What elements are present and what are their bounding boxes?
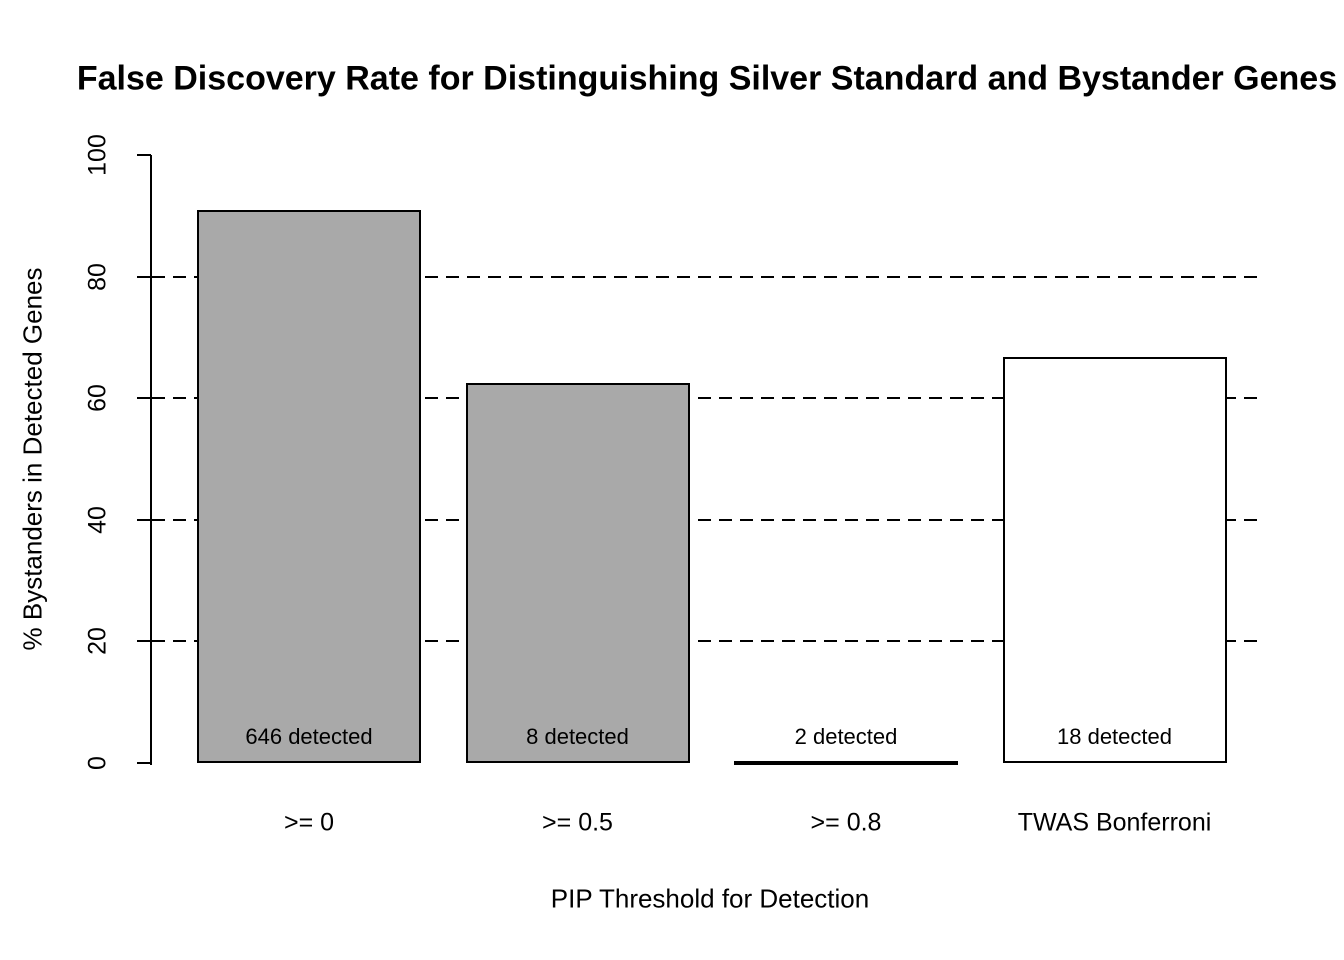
- x-tick-label: >= 0: [283, 808, 335, 837]
- bar: [465, 383, 690, 763]
- gridline: [152, 640, 1263, 643]
- x-tick-label: >= 0.8: [810, 808, 882, 837]
- y-tick: [137, 762, 151, 764]
- bar: [1002, 357, 1227, 763]
- y-tick: [137, 154, 151, 156]
- y-axis-line: [150, 155, 152, 765]
- y-tick-label: 40: [83, 505, 112, 534]
- gridline: [152, 518, 1263, 521]
- y-tick: [137, 640, 151, 643]
- gridline: [152, 275, 1263, 278]
- y-axis-title: % Bystanders in Detected Genes: [17, 267, 48, 651]
- x-tick-label: TWAS Bonferroni: [1017, 808, 1212, 837]
- bar-label: 2 detected: [794, 724, 898, 749]
- y-tick-label: 100: [83, 134, 112, 176]
- gridline: [152, 397, 1263, 400]
- y-tick: [137, 275, 151, 278]
- y-tick: [137, 518, 151, 521]
- y-tick-label: 0: [83, 756, 112, 770]
- bar-label: 646 detected: [245, 724, 373, 749]
- y-tick-label: 60: [83, 384, 112, 413]
- y-tick-label: 20: [83, 627, 112, 656]
- y-tick: [137, 397, 151, 400]
- bar-label: 18 detected: [1057, 724, 1172, 749]
- y-tick-label: 80: [83, 262, 112, 291]
- x-axis-title: PIP Threshold for Detection: [550, 883, 870, 914]
- chart-title: False Discovery Rate for Distinguishing …: [76, 59, 1338, 98]
- x-tick-label: >= 0.5: [542, 808, 613, 837]
- bar: [734, 761, 958, 765]
- bar-label: 8 detected: [526, 724, 629, 749]
- bar: [197, 210, 421, 763]
